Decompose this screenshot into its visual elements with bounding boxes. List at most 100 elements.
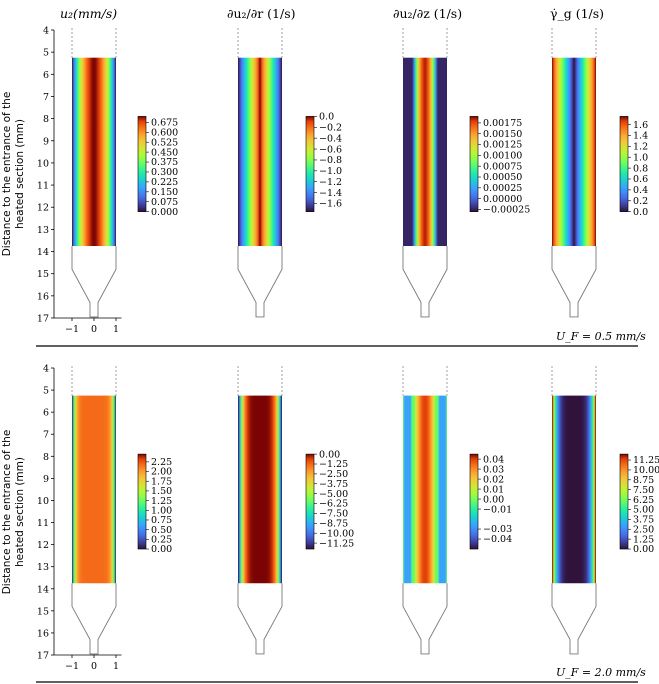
colorbar-tick-label: −0.2 <box>319 122 342 133</box>
heatmap-u_z <box>72 395 116 584</box>
y-tick-label: 7 <box>43 92 49 103</box>
panel-title-gamma-dot: γ̇_g (1/s) <box>550 6 604 21</box>
colorbar-tick-label: 0.25 <box>151 535 172 546</box>
colorbar <box>305 453 315 550</box>
colorbar-tick-label: −0.03 <box>483 524 512 535</box>
colorbar-tick-label: −3.75 <box>319 479 348 490</box>
x-tick-label: 0 <box>91 661 97 672</box>
y-tick-label: 10 <box>37 496 49 507</box>
y-tick-label: 15 <box>37 606 49 617</box>
colorbar-tick-label: 0.300 <box>151 167 178 178</box>
heatmap-du_z/dz <box>403 57 447 246</box>
colorbar-tick-label: 0.6 <box>633 174 648 185</box>
y-tick-label: 7 <box>43 430 49 441</box>
x-tick-label: −1 <box>65 661 79 672</box>
colorbar-tick-label: −1.0 <box>319 166 342 177</box>
y-tick-label: 17 <box>37 651 49 662</box>
colorbar-tick-label: 0.00125 <box>483 140 522 151</box>
colorbar-tick-label: 0.375 <box>151 157 178 168</box>
colorbar-tick-label: −5.00 <box>319 489 348 500</box>
colorbar-tick-label: 0.04 <box>483 454 504 465</box>
colorbar-tick-label: −0.8 <box>319 155 342 166</box>
colorbar-tick-label: 0.00025 <box>483 183 522 194</box>
heatmap-du_z/dz <box>403 395 447 584</box>
colorbar-tick-label: 0.01 <box>483 484 504 495</box>
colorbar-tick-label: 1.6 <box>633 120 648 131</box>
colorbar-tick-label: 1.25 <box>151 496 172 507</box>
outlet-geometry <box>551 583 597 655</box>
colorbar <box>469 453 479 550</box>
x-tick-label: 1 <box>113 324 119 335</box>
y-tick-label: 14 <box>37 584 49 595</box>
ylabel-line2-bottom: heated section (mm) <box>14 457 26 567</box>
y-tick-label: 12 <box>37 540 49 551</box>
colorbar <box>469 116 479 212</box>
colorbar <box>619 116 629 212</box>
heatmap-u_z <box>72 57 116 246</box>
colorbar-tick-label: 0.00 <box>151 544 172 555</box>
y-tick-label: 17 <box>37 314 49 325</box>
colorbar-tick-label: 0.600 <box>151 127 178 138</box>
y-tick-label: 4 <box>43 26 49 37</box>
colorbar-tick-label: 0.225 <box>151 177 178 188</box>
colorbar-tick-label: 1.00 <box>151 505 172 516</box>
colorbar-tick-label: 7.50 <box>633 485 654 496</box>
colorbar-tick-label: −1.6 <box>319 199 342 210</box>
colorbar-tick-label: 0.00 <box>633 544 654 555</box>
colorbar-tick-label: 0.00075 <box>483 161 522 172</box>
heatmap-gamma_dot_g <box>552 57 596 246</box>
colorbar-tick-label: 0.150 <box>151 187 178 198</box>
colorbar-tick-label: 0.50 <box>151 525 172 536</box>
y-tick-label: 10 <box>37 158 49 169</box>
colorbar-tick-label: 0.525 <box>151 137 178 148</box>
y-tick-label: 16 <box>37 291 49 302</box>
colorbar-tick-label: −11.25 <box>319 538 354 549</box>
y-tick-label: 14 <box>37 247 49 258</box>
colorbar-tick-label: 0.00100 <box>483 151 522 162</box>
colorbar-tick-label: −10.00 <box>319 528 354 539</box>
outlet-geometry <box>237 246 283 318</box>
colorbar-tick-label: 2.25 <box>151 457 172 468</box>
colorbar-tick-label: 10.00 <box>633 465 659 476</box>
colorbar-tick-label: −1.2 <box>319 177 342 188</box>
colorbar-tick-label: 0.0 <box>319 112 334 123</box>
outlet-geometry <box>551 246 597 318</box>
colorbar-tick-label: 0.4 <box>633 185 648 196</box>
colorbar-tick-label: −1.25 <box>319 459 348 470</box>
y-tick-label: 4 <box>43 364 49 375</box>
colorbar-tick-label: −7.50 <box>319 509 348 520</box>
colorbar-tick-label: −0.6 <box>319 144 342 155</box>
ylabel-line1-top: Distance to the entrance of the <box>1 92 13 257</box>
colorbar <box>305 116 315 212</box>
y-tick-label: 9 <box>43 474 49 485</box>
y-tick-label: 8 <box>43 452 49 463</box>
colorbar-tick-label: 0.675 <box>151 118 178 129</box>
colorbar-tick-label: 0.00150 <box>483 129 522 140</box>
y-tick-label: 5 <box>43 48 49 59</box>
colorbar-tick-label: 2.00 <box>151 467 172 478</box>
colorbar-tick-label: 0.000 <box>151 207 178 218</box>
colorbar-tick-label: −6.25 <box>319 499 348 510</box>
heatmap-gamma_dot_g <box>552 395 596 584</box>
colorbar-tick-label: 1.0 <box>633 152 648 163</box>
outlet-geometry <box>71 246 117 318</box>
colorbar-tick-label: 1.50 <box>151 486 172 497</box>
panel-title-duz-dr: ∂u₂/∂r (1/s) <box>227 6 295 21</box>
colorbar-tick-label: 5.00 <box>633 505 654 516</box>
y-tick-label: 12 <box>37 203 49 214</box>
ylabel-line1-bottom: Distance to the entrance of the <box>1 430 13 595</box>
colorbar-tick-label: −0.04 <box>483 534 512 545</box>
colorbar-tick-label: 1.75 <box>151 476 172 487</box>
colorbar-tick-label: 0.00050 <box>483 172 522 183</box>
colorbar-tick-label: 0.8 <box>633 163 648 174</box>
y-tick-label: 16 <box>37 628 49 639</box>
x-tick-label: −1 <box>65 324 79 335</box>
panel-title-duz-dz: ∂u₂/∂z (1/s) <box>393 6 462 21</box>
colorbar <box>619 453 629 550</box>
x-tick-label: 0 <box>91 324 97 335</box>
colorbar-tick-label: −0.01 <box>483 504 512 515</box>
colorbar <box>137 453 147 550</box>
colorbar <box>137 116 147 212</box>
colorbar-tick-label: 0.00 <box>319 449 340 460</box>
y-tick-label: 11 <box>37 181 49 192</box>
